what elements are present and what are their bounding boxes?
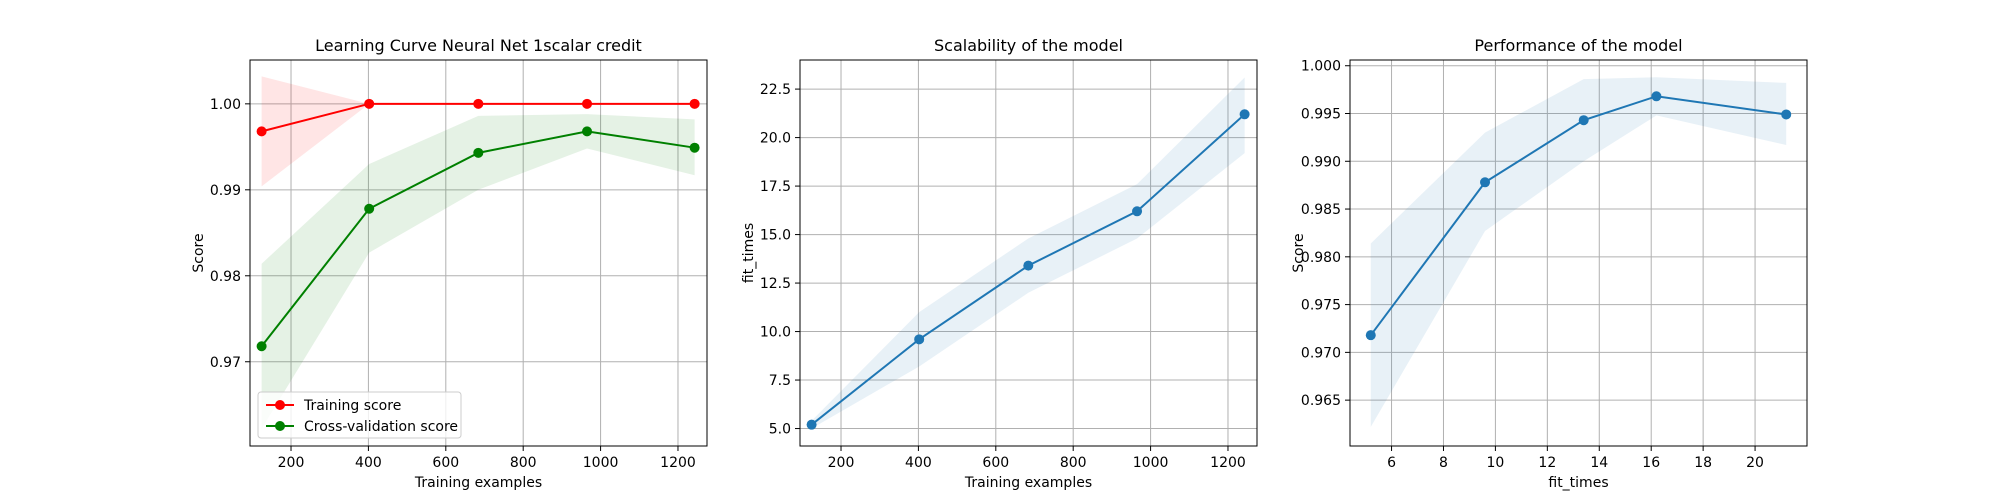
x-tick-label: 600 (432, 455, 459, 471)
x-tick-label: 1200 (660, 455, 696, 471)
y-tick-label: 0.995 (1301, 107, 1341, 123)
chart-title: Learning Curve Neural Net 1scalar credit (315, 36, 642, 55)
y-tick-label: 22.5 (760, 82, 791, 98)
y-tick-label: 10.0 (760, 325, 791, 341)
series-2-point (689, 142, 700, 153)
series-1-point (256, 126, 267, 137)
y-tick-label: 0.98 (210, 269, 241, 285)
y-axis-title: fit_times (741, 223, 757, 283)
x-tick-label: 12 (1538, 455, 1556, 471)
x-tick-label: 16 (1642, 455, 1660, 471)
y-axis-title: Score (191, 233, 207, 272)
y-tick-label: 0.980 (1301, 250, 1341, 266)
series-1-point (1365, 330, 1376, 341)
plot-area (806, 77, 1250, 430)
x-tick-label: 1200 (1210, 455, 1246, 471)
x-tick-label: 1000 (1133, 455, 1169, 471)
x-tick-label: 6 (1387, 455, 1396, 471)
series-1-point (1578, 115, 1589, 126)
x-tick-label: 20 (1746, 455, 1764, 471)
legend-swatch-marker (275, 421, 285, 431)
x-tick-label: 18 (1694, 455, 1712, 471)
series-1-point (1239, 109, 1250, 120)
legend-label: Cross-validation score (304, 419, 458, 435)
legend-label: Training score (303, 398, 401, 414)
y-tick-label: 17.5 (760, 179, 791, 195)
plot-area (256, 76, 700, 429)
series-2-band (261, 114, 695, 429)
series-1-point (1651, 91, 1662, 102)
x-tick-label: 800 (510, 455, 537, 471)
series-1-point (806, 419, 817, 430)
x-axis-title: fit_times (1548, 475, 1608, 491)
series-1-point (689, 98, 700, 109)
series-1-point (364, 98, 375, 109)
series-1-point (1023, 260, 1034, 271)
series-2-point (364, 203, 375, 214)
x-tick-label: 600 (982, 455, 1009, 471)
series-2-point (582, 126, 593, 137)
y-tick-label: 0.965 (1301, 393, 1341, 409)
series-1-point (473, 98, 484, 109)
axes-frame (1349, 59, 1808, 447)
series-1-point (1480, 177, 1491, 188)
y-tick-label: 0.970 (1301, 345, 1341, 361)
y-tick-label: 15.0 (760, 228, 791, 244)
y-tick-label: 0.99 (210, 183, 241, 199)
series-1-point (914, 334, 925, 345)
x-tick-label: 10 (1486, 455, 1504, 471)
x-tick-label: 200 (828, 455, 855, 471)
y-tick-label: 20.0 (760, 131, 791, 147)
y-tick-label: 7.5 (769, 373, 791, 389)
x-axis-title: Training examples (414, 475, 542, 491)
series-1-band (1370, 77, 1787, 427)
chart-title: Performance of the model (1474, 36, 1682, 55)
series-2-point (256, 341, 267, 352)
y-tick-label: 0.985 (1301, 202, 1341, 218)
x-tick-label: 400 (355, 455, 382, 471)
x-tick-label: 400 (905, 455, 932, 471)
axes-frame (249, 59, 708, 447)
y-axis-title: Score (1291, 233, 1307, 272)
y-tick-label: 12.5 (760, 276, 791, 292)
plot-area (1365, 77, 1792, 427)
y-tick-label: 0.97 (210, 355, 241, 371)
x-tick-label: 14 (1590, 455, 1608, 471)
series-1-point (1132, 206, 1143, 217)
chart-panel-1: 200 400 600 800 1000 1200 0.97 0.98 0.99 1.00 Lear… (191, 36, 708, 491)
y-tick-label: 0.975 (1301, 298, 1341, 314)
chart-panel-3: 6 8 10 12 14 16 18 20 0.965 0.970 0.975 0.980 0.985 0… (1291, 36, 1808, 491)
x-axis-title: Training examples (964, 475, 1092, 491)
y-tick-label: 0.990 (1301, 154, 1341, 170)
x-tick-label: 8 (1439, 455, 1448, 471)
x-tick-label: 200 (278, 455, 305, 471)
legend: Training score Cross-validation score (257, 391, 462, 439)
series-1-point (1781, 109, 1792, 120)
legend-swatch-marker (275, 400, 285, 410)
x-tick-label: 1000 (583, 455, 619, 471)
axes-frame (799, 59, 1258, 447)
series-1-band (811, 77, 1245, 429)
chart-title: Scalability of the model (934, 36, 1123, 55)
y-tick-label: 5.0 (769, 422, 791, 438)
x-tick-label: 800 (1060, 455, 1087, 471)
y-tick-label: 1.000 (1301, 59, 1341, 75)
y-tick-label: 1.00 (210, 97, 241, 113)
series-2-point (473, 147, 484, 158)
chart-panel-2: 200 400 600 800 1000 1200 5.0 7.5 10.0 12.5 15.0 17… (741, 36, 1258, 491)
series-1-point (582, 98, 593, 109)
legend-box (257, 391, 462, 439)
